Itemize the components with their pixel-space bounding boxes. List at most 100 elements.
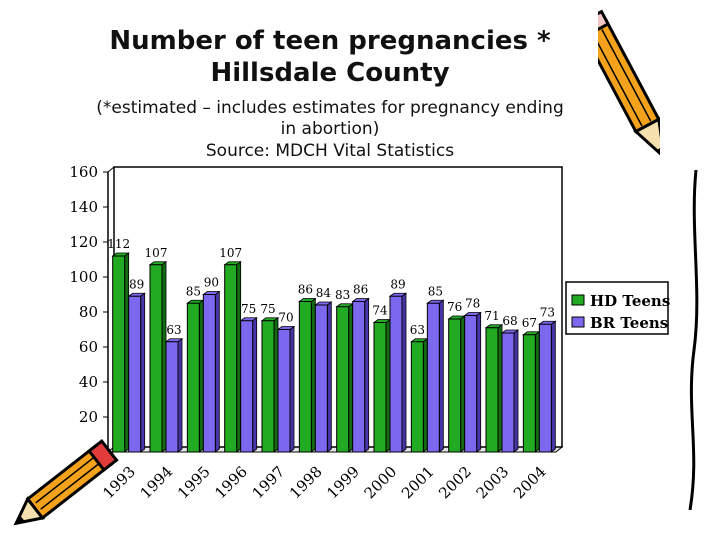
br-teens-bar <box>277 329 291 453</box>
hd-teens-bar-side <box>161 260 167 453</box>
axis-corner-line <box>107 166 115 173</box>
hd-teens-bar <box>485 327 499 453</box>
hd-teens-value-label: 75 <box>260 302 275 316</box>
chart-subtitle-line-1: (*estimated – includes estimates for pre… <box>96 98 564 118</box>
hd-teens-bar-side <box>460 315 466 453</box>
hd-teens-value-label: 107 <box>219 246 242 260</box>
hd-teens-bar <box>224 264 238 453</box>
hd-teens-bar <box>410 341 424 453</box>
hd-teens-bar <box>448 318 462 453</box>
hd-teens-value-label: 112 <box>107 237 130 251</box>
x-tick-label: 1999 <box>323 463 363 503</box>
hd-teens-value-label: 76 <box>447 300 462 314</box>
hd-teens-bar-side <box>497 323 503 453</box>
br-teens-value-label: 78 <box>465 297 480 311</box>
hd-teens-value-label: 74 <box>372 304 388 318</box>
chart-title-line-2: Hillsdale County <box>210 58 450 88</box>
hd-teens-bar <box>112 255 126 453</box>
br-teens-bar <box>128 295 142 453</box>
br-teens-value-label: 85 <box>428 284 443 298</box>
y-tick-label: 20 <box>79 408 98 426</box>
br-teens-bar <box>202 294 216 453</box>
br-teens-value-label: 73 <box>540 305 555 319</box>
x-tick-label: 2003 <box>473 463 513 503</box>
hd-teens-bar-side <box>348 302 354 453</box>
y-tick-label: 160 <box>69 163 98 181</box>
br-teens-bar-side <box>214 290 220 453</box>
x-tick-label: 1996 <box>211 463 251 503</box>
hd-teens-value-label: 86 <box>298 283 313 297</box>
br-teens-value-label: 90 <box>204 276 219 290</box>
y-tick-label: 60 <box>79 338 98 356</box>
hd-teens-bar <box>373 322 387 453</box>
br-teens-bar <box>501 332 515 453</box>
br-teens-bar-side <box>513 329 519 453</box>
legend-swatch <box>571 294 585 306</box>
br-teens-bar <box>426 302 440 453</box>
x-tick-label: 2001 <box>398 463 438 503</box>
br-teens-bar-side <box>438 299 444 453</box>
hd-teens-value-label: 85 <box>186 284 201 298</box>
x-tick-label: 2004 <box>510 463 550 503</box>
hd-teens-value-label: 107 <box>145 246 168 260</box>
br-teens-bar <box>538 323 552 453</box>
x-tick-label: 2002 <box>435 463 475 503</box>
chart-source-line: Source: MDCH Vital Statistics <box>205 141 455 161</box>
x-tick-label: 1994 <box>137 463 177 503</box>
pencil-icon-bottom-left <box>13 439 119 526</box>
hd-teens-bar-side <box>273 316 279 453</box>
br-teens-value-label: 89 <box>390 277 405 291</box>
x-tick-label: 1995 <box>174 463 214 503</box>
br-teens-bar-side <box>140 292 146 453</box>
br-teens-bar <box>352 301 366 453</box>
y-tick-label: 40 <box>79 373 98 391</box>
br-teens-value-label: 86 <box>353 283 368 297</box>
br-teens-bar-side <box>550 320 556 453</box>
y-tick-label: 120 <box>69 233 98 251</box>
br-teens-bar <box>165 341 179 453</box>
br-teens-bar-side <box>476 311 482 453</box>
x-tick-label: 2000 <box>361 463 401 503</box>
br-teens-bar <box>314 304 328 453</box>
br-teens-bar <box>240 320 254 453</box>
br-teens-bar-side <box>401 292 407 453</box>
br-teens-bar-side <box>326 301 332 453</box>
hd-teens-bar-side <box>310 297 316 453</box>
hd-teens-bar-side <box>534 330 540 453</box>
x-tick-label: 1997 <box>249 463 289 503</box>
br-teens-value-label: 75 <box>241 302 256 316</box>
x-tick-label: 1998 <box>286 463 326 503</box>
y-tick-label: 80 <box>79 303 98 321</box>
hd-teens-bar <box>298 301 312 453</box>
hd-teens-bar <box>522 334 536 453</box>
hd-teens-bar-side <box>198 299 204 453</box>
hd-teens-bar-side <box>422 337 428 453</box>
hd-teens-bar <box>149 264 163 453</box>
legend-swatch <box>571 316 585 328</box>
br-teens-bar-side <box>289 325 295 453</box>
br-teens-bar-side <box>177 337 183 453</box>
pencil-icon-top-right <box>598 9 660 162</box>
hd-teens-value-label: 63 <box>410 323 425 337</box>
hd-teens-bar <box>186 302 200 453</box>
br-teens-bar <box>389 295 403 453</box>
hd-teens-bar-side <box>236 260 242 453</box>
br-teens-value-label: 89 <box>129 277 144 291</box>
br-teens-value-label: 70 <box>278 311 293 325</box>
hd-teens-value-label: 71 <box>484 309 499 323</box>
br-teens-bar <box>464 315 478 453</box>
scribble-line-icon <box>688 170 699 510</box>
hd-teens-bar-side <box>385 318 391 453</box>
y-tick-label: 140 <box>69 198 98 216</box>
br-teens-bar-side <box>252 316 258 453</box>
br-teens-value-label: 84 <box>316 286 332 300</box>
hd-teens-bar <box>336 306 350 453</box>
hd-teens-bar <box>261 320 275 453</box>
y-tick-label: 100 <box>69 268 98 286</box>
legend-label: HD Teens <box>590 292 670 310</box>
chart-title-line-1: Number of teen pregnancies * <box>109 26 551 56</box>
br-teens-bar-side <box>364 297 370 453</box>
br-teens-value-label: 68 <box>502 314 517 328</box>
br-teens-value-label: 63 <box>166 323 181 337</box>
